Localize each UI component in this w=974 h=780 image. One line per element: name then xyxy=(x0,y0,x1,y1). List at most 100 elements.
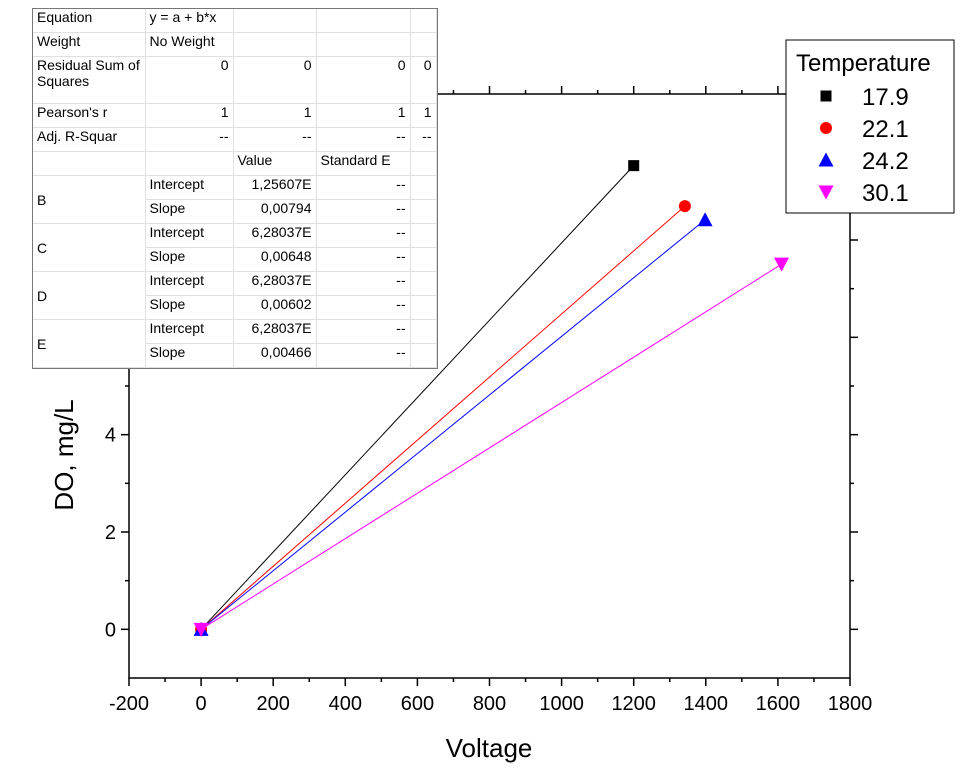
legend-marker xyxy=(818,185,834,200)
data-point xyxy=(678,200,691,213)
legend-items: 17.9 22.1 24.2 30.1 xyxy=(818,84,909,207)
legend-box xyxy=(785,39,955,214)
intercept-value: 6,28037E xyxy=(233,223,317,248)
value-header: Value xyxy=(233,151,317,176)
adjr-value-e: -- xyxy=(410,127,437,152)
slope-label: Slope xyxy=(145,295,234,320)
slope-value: 0,00794 xyxy=(233,199,317,224)
weight-label: Weight xyxy=(33,32,146,57)
rss-value-e: 0 xyxy=(410,56,437,104)
intercept-value: 6,28037E xyxy=(233,271,317,296)
legend-label: 22.1 xyxy=(862,116,909,143)
slope-error: -- xyxy=(316,295,411,320)
pearson-label: Pearson's r xyxy=(33,103,146,128)
legend-title: Temperature xyxy=(796,50,931,77)
group-name: B xyxy=(33,175,146,224)
table-row: Pearson's r 1 1 1 1 xyxy=(33,103,437,128)
slope-label: Slope xyxy=(145,247,234,272)
data-point xyxy=(774,257,790,272)
table-row: Slope 0,00466 -- xyxy=(33,343,437,368)
slope-error: -- xyxy=(316,199,411,224)
intercept-error: -- xyxy=(316,223,411,248)
table-row: Slope 0,00648 -- xyxy=(33,247,437,272)
intercept-error: -- xyxy=(316,271,411,296)
series-line xyxy=(200,263,782,630)
intercept-error: -- xyxy=(316,175,411,200)
x-tick-label: 600 xyxy=(401,693,434,715)
slope-value: 0,00466 xyxy=(233,343,317,368)
legend-marker xyxy=(820,90,832,102)
adjr-value-d: -- xyxy=(316,127,411,152)
table-row: Adj. R-Squar -- -- -- -- xyxy=(33,127,437,152)
intercept-label: Intercept xyxy=(145,223,234,248)
table-row: Slope 0,00602 -- xyxy=(33,295,437,320)
adjr-value-b: -- xyxy=(145,127,234,152)
slope-label: Slope xyxy=(145,343,234,368)
table-row: B Intercept 1,25607E -- xyxy=(33,175,437,224)
x-tick-label: 0 xyxy=(196,693,207,715)
stderr-header: Standard E xyxy=(316,151,411,176)
group-name: E xyxy=(33,319,146,368)
x-tick-label: 800 xyxy=(473,693,506,715)
axis-ticks: -200 0 200 400 600 800 1000 1200 1400 1600 1800 0 2 4 xyxy=(105,86,872,715)
legend-marker xyxy=(820,122,832,134)
group-name: D xyxy=(33,271,146,320)
pearson-value-e: 1 xyxy=(410,103,437,128)
fit-results-table: Equation y = a + b*x Weight No Weight Re… xyxy=(32,8,438,369)
table-row: Value Standard E xyxy=(33,151,437,176)
adjr-value-c: -- xyxy=(233,127,317,152)
series-line xyxy=(200,165,635,630)
series-lines xyxy=(200,165,782,630)
slope-error: -- xyxy=(316,343,411,368)
slope-error: -- xyxy=(316,247,411,272)
rss-label: Residual Sum of Squares xyxy=(33,56,146,104)
group-name: C xyxy=(33,223,146,272)
pearson-value-d: 1 xyxy=(316,103,411,128)
weight-value: No Weight xyxy=(145,32,234,57)
table-row: Slope 0,00794 -- xyxy=(33,199,437,224)
intercept-value: 6,28037E xyxy=(233,319,317,344)
legend: Temperature 17.9 22.1 24.2 30.1 xyxy=(785,39,955,214)
intercept-error: -- xyxy=(316,319,411,344)
rss-value-b: 0 xyxy=(145,56,234,104)
series-line xyxy=(200,205,686,630)
x-tick-label: -200 xyxy=(109,693,149,715)
intercept-value: 1,25607E xyxy=(233,175,317,200)
legend-label: 17.9 xyxy=(862,84,909,111)
x-tick-label: 1200 xyxy=(611,693,656,715)
x-tick-label: 1000 xyxy=(539,693,584,715)
table-row: Residual Sum of Squares 0 0 0 0 xyxy=(33,56,437,104)
y-tick-label: 2 xyxy=(105,522,116,544)
adjr-label: Adj. R-Squar xyxy=(33,127,146,152)
intercept-label: Intercept xyxy=(145,271,234,296)
legend-label: 24.2 xyxy=(862,148,909,175)
slope-value: 0,00648 xyxy=(233,247,317,272)
table-row: D Intercept 6,28037E -- xyxy=(33,271,437,320)
intercept-label: Intercept xyxy=(145,319,234,344)
x-tick-label: 200 xyxy=(257,693,290,715)
y-axis-title: DO, mg/L xyxy=(49,399,79,510)
rss-value-c: 0 xyxy=(233,56,317,104)
x-axis-title: Voltage xyxy=(446,733,533,763)
intercept-label: Intercept xyxy=(145,175,234,200)
x-tick-label: 1800 xyxy=(828,693,873,715)
equation-value: y = a + b*x xyxy=(145,9,234,33)
legend-marker xyxy=(818,152,834,167)
table-row: Equation y = a + b*x xyxy=(33,9,437,33)
table-row: Weight No Weight xyxy=(33,32,437,57)
table-row: C Intercept 6,28037E -- xyxy=(33,223,437,272)
pearson-value-b: 1 xyxy=(145,103,234,128)
x-tick-label: 400 xyxy=(329,693,362,715)
x-tick-label: 1400 xyxy=(684,693,729,715)
data-point xyxy=(628,160,640,172)
slope-value: 0,00602 xyxy=(233,295,317,320)
data-point xyxy=(193,622,209,637)
pearson-value-c: 1 xyxy=(233,103,317,128)
rss-value-d: 0 xyxy=(316,56,411,104)
x-tick-label: 1600 xyxy=(756,693,801,715)
y-tick-label: 4 xyxy=(105,425,116,447)
series-line xyxy=(200,219,706,630)
y-tick-label: 0 xyxy=(105,619,116,641)
table-row: E Intercept 6,28037E -- xyxy=(33,319,437,368)
